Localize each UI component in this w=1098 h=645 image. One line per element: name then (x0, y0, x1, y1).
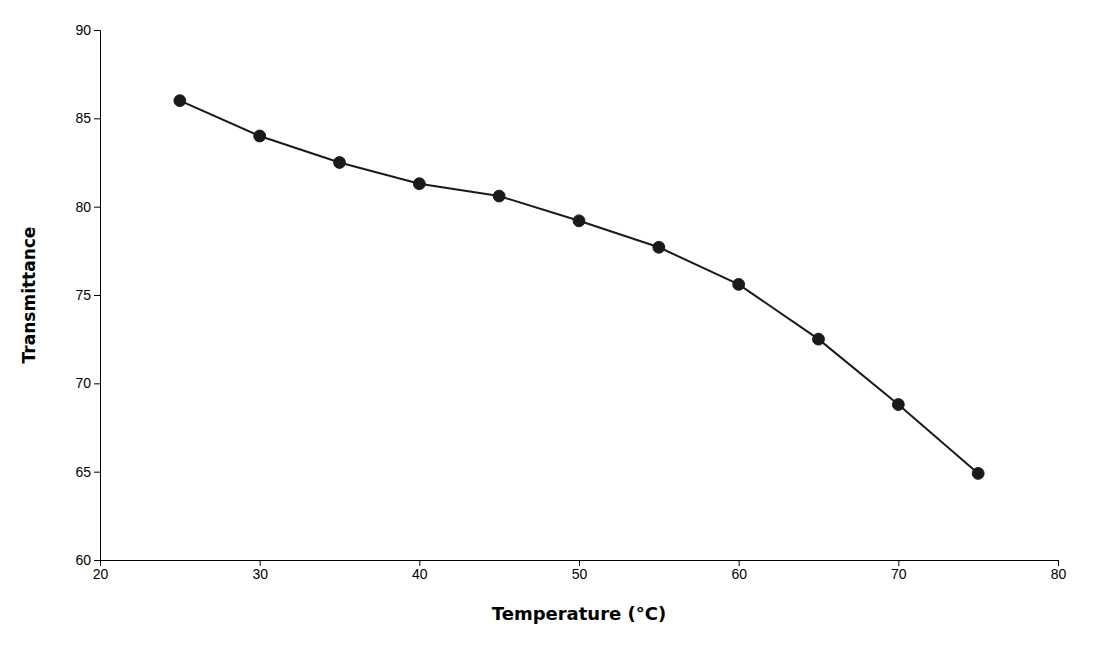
x-tick: 30 (252, 560, 268, 582)
x-tick-label: 40 (412, 566, 428, 582)
y-tick-mark (94, 118, 100, 119)
marker (413, 178, 425, 190)
x-tick-label: 30 (252, 566, 268, 582)
y-tick-label: 90 (75, 22, 91, 38)
line (180, 101, 978, 474)
marker (334, 157, 346, 169)
x-tick-label: 20 (93, 566, 109, 582)
x-tick-label: 50 (572, 566, 588, 582)
y-tick-mark (94, 383, 100, 384)
marker (653, 241, 665, 253)
x-tick: 20 (93, 560, 109, 582)
y-tick-label: 70 (75, 375, 91, 391)
y-tick-mark (94, 30, 100, 31)
y-tick-mark (94, 295, 100, 296)
x-axis: 20 30 40 50 60 70 80 (93, 560, 1067, 582)
x-tick: 40 (412, 560, 428, 582)
series (174, 95, 984, 480)
x-tick: 60 (731, 560, 747, 582)
y-tick: 75 (75, 287, 100, 303)
y-tick-label: 75 (75, 287, 91, 303)
y-tick: 70 (75, 375, 100, 391)
marker (254, 130, 266, 142)
x-tick-label: 60 (731, 566, 747, 582)
x-axis-title: Temperature (°C) (492, 603, 666, 624)
y-tick-mark (94, 560, 100, 561)
y-tick-mark (94, 472, 100, 473)
x-tick: 70 (891, 560, 907, 582)
y-tick-label: 65 (75, 464, 91, 480)
marker (733, 278, 745, 290)
y-tick: 85 (75, 110, 100, 126)
y-tick-label: 60 (75, 552, 91, 568)
y-tick: 60 (75, 552, 100, 568)
y-tick-mark (94, 207, 100, 208)
x-tick-label: 80 (1051, 566, 1067, 582)
y-tick-label: 85 (75, 110, 91, 126)
marker (813, 333, 825, 345)
marker (493, 190, 505, 202)
y-tick: 80 (75, 199, 100, 215)
marker (573, 215, 585, 227)
y-tick-label: 80 (75, 199, 91, 215)
plot: 20 30 40 50 60 70 80 60 65 70 75 80 85 90 Temperature … (19, 22, 1066, 624)
y-tick: 65 (75, 464, 100, 480)
marker (972, 468, 984, 480)
x-tick-label: 70 (891, 566, 907, 582)
y-axis-title: Transmittance (19, 227, 39, 364)
y-tick: 90 (75, 22, 100, 38)
y-axis-line (94, 31, 101, 561)
marker (892, 399, 904, 411)
marker (174, 95, 186, 107)
x-tick: 80 (1051, 560, 1067, 582)
y-axis: 60 65 70 75 80 85 90 (75, 22, 100, 568)
chart: 20 30 40 50 60 70 80 60 65 70 75 80 85 90 Temperature … (0, 0, 1098, 645)
x-tick: 50 (572, 560, 588, 582)
